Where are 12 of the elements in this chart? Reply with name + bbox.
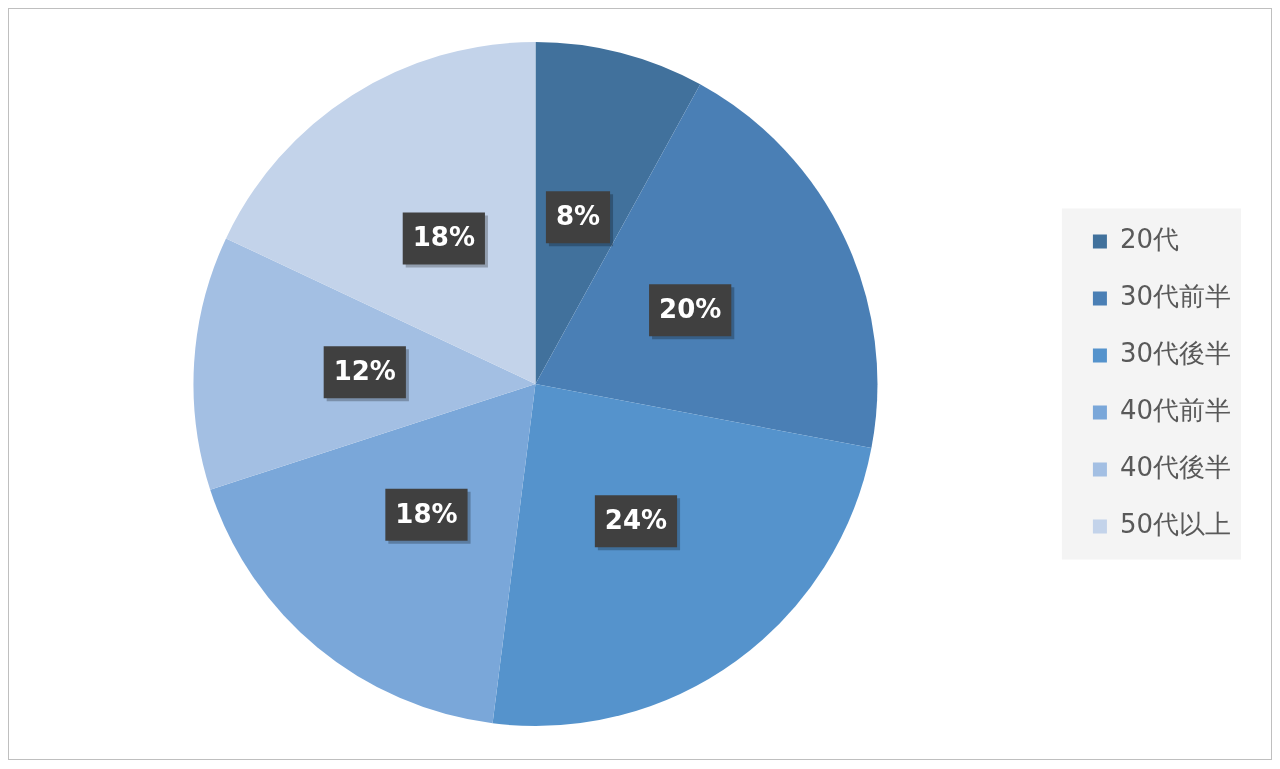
legend-label: 30代前半: [1119, 281, 1232, 312]
data-label: 12%: [333, 356, 396, 387]
legend-label: 30代後半: [1119, 338, 1232, 369]
data-label: 8%: [555, 201, 601, 232]
legend-label: 20代: [1119, 224, 1180, 255]
data-label: 18%: [412, 222, 475, 253]
data-label: 20%: [659, 293, 722, 324]
legend-label: 40代前半: [1119, 395, 1232, 426]
legend-label: 50代以上: [1119, 509, 1232, 540]
data-label: 18%: [395, 498, 458, 529]
data-label: 24%: [604, 505, 668, 536]
legend-label: 40代後半: [1119, 452, 1232, 483]
